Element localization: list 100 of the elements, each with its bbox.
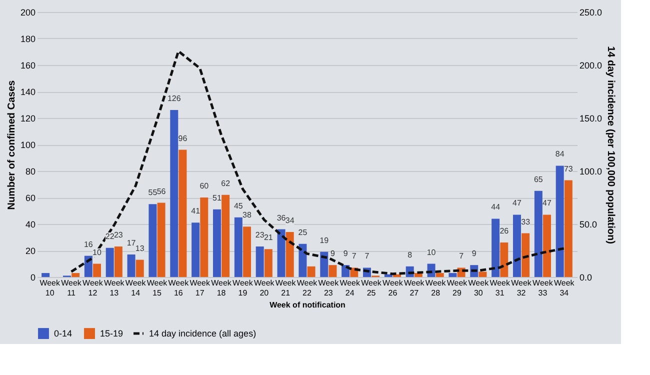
bar <box>256 246 264 277</box>
x-tick-label: Week 23 <box>318 278 340 298</box>
data-label: 9 <box>472 249 477 258</box>
bar <box>72 273 80 277</box>
bar <box>200 198 208 277</box>
x-tick-label: Week 26 <box>382 278 404 298</box>
bar <box>564 180 572 277</box>
bar <box>114 246 122 277</box>
data-label: 33 <box>521 217 531 226</box>
data-label: 73 <box>564 164 574 174</box>
data-label: 23 <box>114 230 124 240</box>
bar <box>556 166 564 277</box>
bar <box>192 222 200 277</box>
data-label: 7 <box>352 252 357 261</box>
bar <box>534 190 542 277</box>
bar <box>478 272 487 277</box>
y-tick-label: 160 <box>20 60 36 70</box>
data-label: 51 <box>212 193 222 202</box>
bar <box>307 266 316 277</box>
data-label: 41 <box>191 206 201 216</box>
y2-tick-label: 0.0 <box>580 272 592 282</box>
y-tick-label: 180 <box>20 34 36 44</box>
bar <box>213 209 221 277</box>
bar <box>243 226 251 277</box>
x-tick-label: Week 14 <box>125 278 147 298</box>
bar <box>286 232 294 277</box>
data-label: 10 <box>426 248 436 257</box>
bar <box>42 273 50 277</box>
x-tick-label: Week 32 <box>511 278 532 298</box>
bar <box>148 204 157 277</box>
data-label: 45 <box>234 201 244 210</box>
bar <box>157 202 166 277</box>
data-label: 9 <box>343 249 348 258</box>
x-tick-label: Week 12 <box>82 278 104 298</box>
data-label: 44 <box>491 202 501 212</box>
bar <box>170 110 178 277</box>
data-label: 36 <box>276 213 286 222</box>
bar <box>84 256 92 277</box>
bar <box>448 273 457 277</box>
bar <box>500 242 508 277</box>
bar <box>93 264 101 277</box>
y2-tick-label: 100.0 <box>580 166 602 176</box>
data-label: 21 <box>264 233 274 242</box>
data-label: 7 <box>459 252 464 261</box>
y2-axis-title: 14 day incidence (per 100,000 population) <box>605 46 616 244</box>
x-tick-label: Week 30 <box>468 278 490 298</box>
y2-tick-label: 200.0 <box>580 60 602 70</box>
legend-label: 14 day incidence (all ages) <box>149 328 256 338</box>
x-tick-label: Week 16 <box>168 278 190 298</box>
bar <box>543 214 551 277</box>
y2-tick-label: 250.0 <box>580 8 602 18</box>
y-tick-label: 200 <box>20 8 36 18</box>
y2-tick-label: 50.0 <box>580 220 598 230</box>
x-tick-label: Week 18 <box>211 278 232 298</box>
bar <box>222 194 230 277</box>
data-label: 56 <box>156 186 166 196</box>
legend-label: 0-14 <box>54 328 72 339</box>
y-tick-label: 100 <box>20 140 36 150</box>
x-tick-label: Week 21 <box>275 278 297 298</box>
data-label: 9 <box>330 249 336 258</box>
x-tick-label: Week 27 <box>404 278 426 298</box>
data-label: 34 <box>285 216 295 225</box>
bar <box>513 214 521 277</box>
x-tick-label: Week 13 <box>104 278 126 298</box>
bar <box>492 218 500 277</box>
data-label: 55 <box>148 188 158 198</box>
bar <box>522 233 530 277</box>
data-label: 13 <box>135 244 145 253</box>
data-label: 26 <box>500 226 510 236</box>
bar <box>320 252 328 277</box>
x-tick-label: Week 17 <box>190 278 212 298</box>
y-tick-label: 0 <box>30 272 36 282</box>
x-tick-label: Week 15 <box>146 278 168 298</box>
x-tick-label: Week 24 <box>340 278 362 298</box>
data-label: 126 <box>167 94 182 104</box>
data-label: 17 <box>126 238 136 248</box>
x-axis-title: Week of notification <box>270 300 346 310</box>
x-tick-label: Week 31 <box>490 278 512 298</box>
x-tick-label: Week 28 <box>425 278 447 298</box>
y-tick-label: 20 <box>25 246 36 256</box>
data-label: 7 <box>364 252 370 261</box>
x-tick-label: Week 10 <box>40 278 62 298</box>
x-tick-label: Week 20 <box>254 278 276 298</box>
data-label: 62 <box>221 178 231 188</box>
data-label: 16 <box>84 240 94 249</box>
bar <box>298 244 307 277</box>
x-tick-label: Week 19 <box>232 278 254 298</box>
data-label: 23 <box>255 230 265 240</box>
y-tick-label: 40 <box>25 220 36 230</box>
y-tick-label: 60 <box>25 193 36 203</box>
y-tick-label: 140 <box>20 87 36 97</box>
data-label: 19 <box>320 236 330 245</box>
x-tick-label: Week 29 <box>446 278 468 298</box>
bar <box>106 248 114 277</box>
data-label: 25 <box>298 228 308 237</box>
y-tick-label: 120 <box>20 114 36 124</box>
bar <box>277 229 286 277</box>
bar <box>264 249 272 277</box>
data-label: 38 <box>242 210 252 220</box>
bar <box>136 260 144 277</box>
